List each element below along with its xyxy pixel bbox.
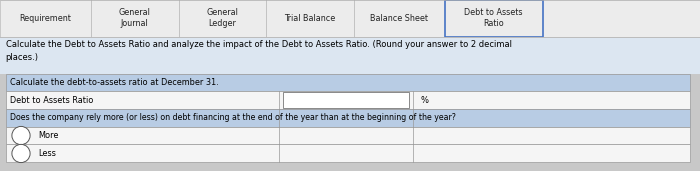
Text: Requirement: Requirement — [20, 14, 71, 23]
Text: Balance Sheet: Balance Sheet — [370, 14, 428, 23]
Text: Debt to Assets Ratio: Debt to Assets Ratio — [10, 96, 93, 104]
FancyBboxPatch shape — [0, 0, 700, 37]
Text: Does the company rely more (or less) on debt financing at the end of the year th: Does the company rely more (or less) on … — [10, 113, 456, 122]
Text: %: % — [421, 96, 429, 104]
Text: Debt to Assets
Ratio: Debt to Assets Ratio — [464, 8, 523, 28]
FancyBboxPatch shape — [6, 74, 690, 91]
Text: Calculate the Debt to Assets Ratio and analyze the impact of the Debt to Assets : Calculate the Debt to Assets Ratio and a… — [6, 40, 512, 62]
Ellipse shape — [12, 126, 30, 145]
Text: General
Journal: General Journal — [119, 8, 150, 28]
FancyBboxPatch shape — [6, 109, 690, 127]
FancyBboxPatch shape — [6, 91, 690, 109]
Text: General
Ledger: General Ledger — [206, 8, 238, 28]
Ellipse shape — [12, 144, 30, 163]
Text: Trial Balance: Trial Balance — [284, 14, 335, 23]
Text: Calculate the debt-to-assets ratio at December 31.: Calculate the debt-to-assets ratio at De… — [10, 78, 218, 87]
FancyBboxPatch shape — [0, 37, 700, 74]
Text: More: More — [38, 131, 59, 140]
FancyBboxPatch shape — [444, 0, 542, 37]
FancyBboxPatch shape — [283, 92, 409, 108]
FancyBboxPatch shape — [6, 144, 690, 162]
Text: Less: Less — [38, 149, 57, 158]
FancyBboxPatch shape — [6, 127, 690, 144]
